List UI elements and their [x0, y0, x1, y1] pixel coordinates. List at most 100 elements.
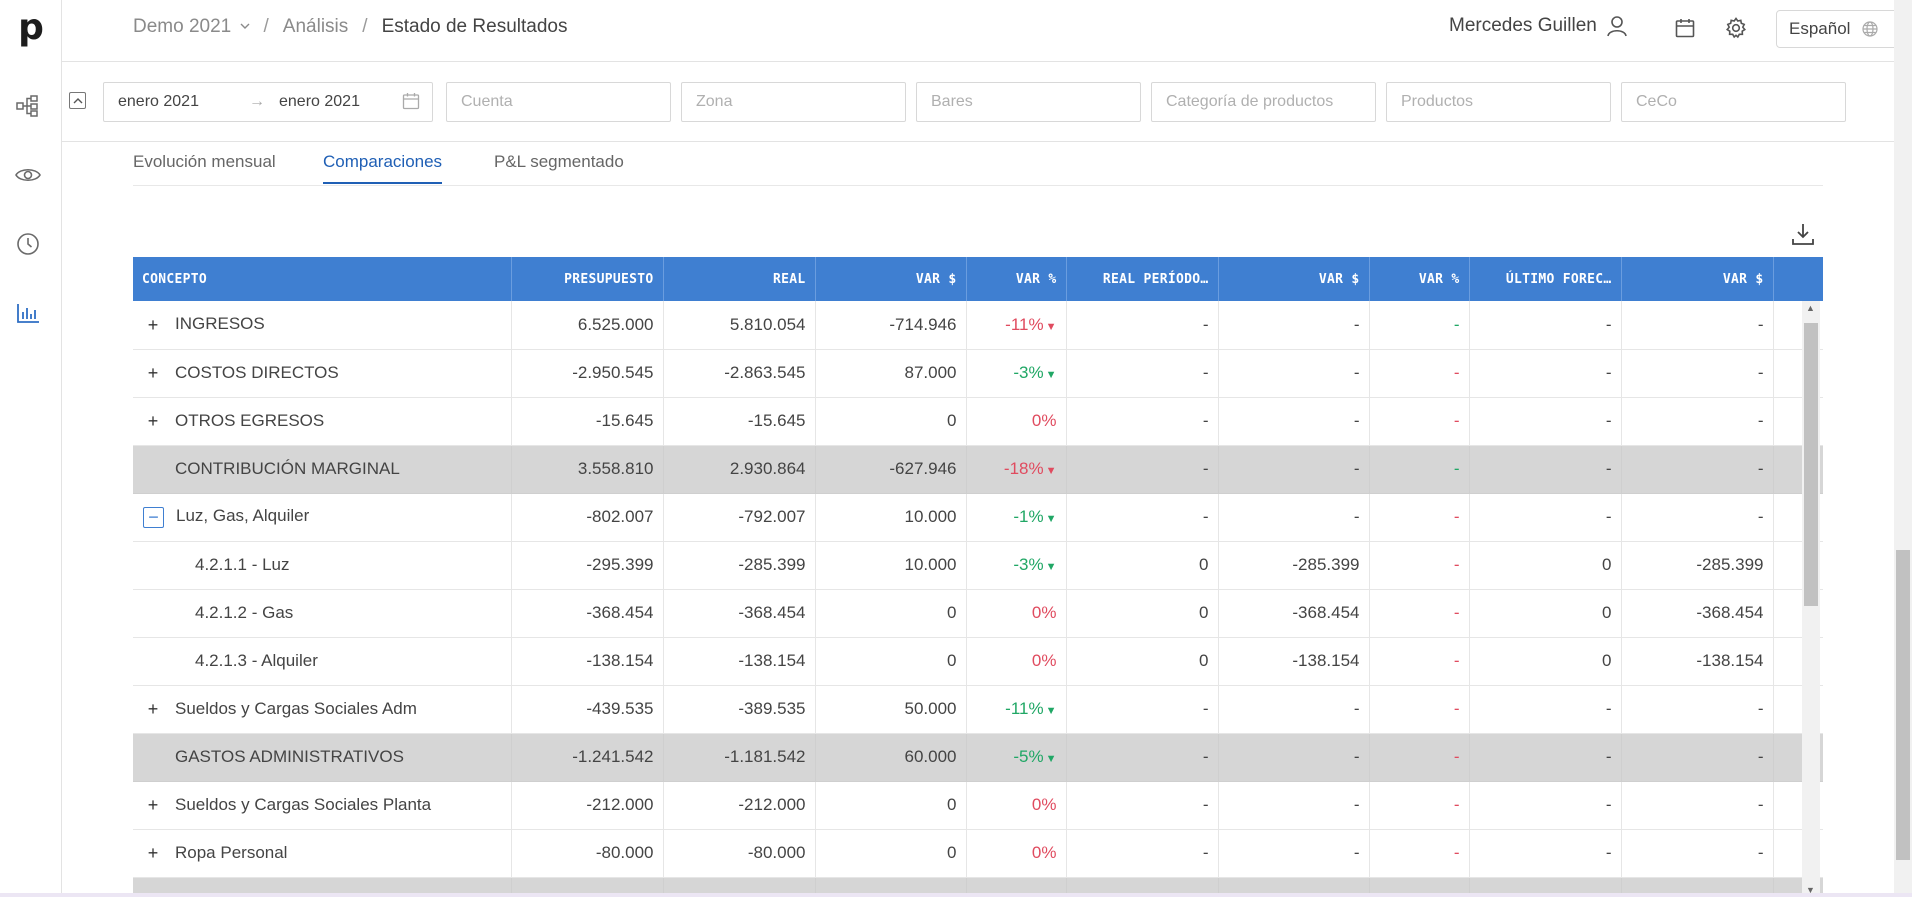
value-cell — [1369, 877, 1470, 897]
value-cell: - — [1066, 781, 1219, 830]
value-cell: - — [1369, 541, 1470, 590]
expand-row-icon[interactable]: + — [147, 794, 159, 815]
bar-chart-icon[interactable] — [14, 299, 42, 327]
variance-arrow-icon: ▼ — [1045, 513, 1057, 525]
column-header[interactable]: CONCEPTO — [133, 257, 512, 301]
collapse-row-icon[interactable]: − — [143, 506, 164, 528]
value-cell: -1% ▼ — [966, 493, 1067, 542]
column-header[interactable]: VAR $ — [1621, 257, 1774, 301]
value-cell: - — [1621, 397, 1774, 446]
hierarchy-icon[interactable] — [14, 92, 42, 120]
column-header[interactable]: PRESUPUESTO — [511, 257, 664, 301]
date-from[interactable]: enero 2021 — [118, 93, 199, 110]
zone-filter[interactable]: Zona — [681, 82, 906, 122]
app-logo[interactable]: p — [18, 7, 44, 48]
cell-value: -285.399 — [738, 555, 806, 574]
view-tabs: Evolución mensual Comparaciones P&L segm… — [133, 142, 1823, 186]
column-header[interactable]: V — [1773, 257, 1823, 301]
cell-value: -5% — [1013, 747, 1044, 766]
value-cell: 3.558.810 — [511, 445, 664, 494]
value-cell: 0% — [966, 589, 1067, 638]
results-table: CONCEPTO PRESUPUESTO REAL VAR $ VAR % REAL PE… — [133, 257, 1823, 897]
tab-monthly-evolution[interactable]: Evolución mensual — [133, 152, 276, 171]
cell-value: - — [1353, 507, 1360, 526]
value-cell — [663, 877, 816, 897]
column-header[interactable]: VAR $ — [815, 257, 967, 301]
chevron-down-icon[interactable] — [240, 23, 250, 30]
user-menu[interactable]: Mercedes Guillen — [1449, 15, 1627, 37]
gear-icon[interactable] — [1724, 16, 1748, 40]
value-cell: - — [1369, 829, 1470, 878]
cost-center-filter[interactable]: CeCo — [1621, 82, 1846, 122]
expand-row-icon[interactable]: + — [147, 698, 159, 719]
value-cell — [815, 877, 967, 897]
eye-icon[interactable] — [14, 161, 42, 189]
language-select[interactable]: Español — [1776, 10, 1900, 48]
expand-row-icon[interactable]: + — [147, 362, 159, 383]
table-vertical-scrollbar[interactable]: ▲ ▼ — [1802, 301, 1820, 897]
value-cell: -792.007 — [663, 493, 816, 542]
tab-comparisons[interactable]: Comparaciones — [323, 152, 443, 184]
collapse-filters-button[interactable] — [69, 92, 86, 109]
date-to[interactable]: enero 2021 — [279, 93, 360, 110]
concept-label: Sueldos y Cargas Sociales Planta — [175, 794, 432, 814]
products-filter[interactable]: Productos — [1386, 82, 1611, 122]
scroll-down-icon[interactable]: ▼ — [1806, 885, 1815, 895]
value-cell: -439.535 — [511, 685, 664, 734]
cell-value: - — [1453, 699, 1460, 718]
concept-cell: + Ropa Personal — [133, 829, 512, 878]
value-cell: -11% ▼ — [966, 685, 1067, 734]
cell-value: -368.454 — [738, 603, 806, 622]
cell-value: 0 — [947, 411, 957, 430]
cell-value: 10.000 — [904, 507, 957, 526]
cell-value: - — [1202, 459, 1209, 478]
value-cell: 0 — [1066, 637, 1219, 686]
expand-row-icon[interactable]: + — [147, 410, 159, 431]
cell-value: - — [1353, 363, 1360, 382]
column-header[interactable]: VAR % — [966, 257, 1067, 301]
cell-value: -285.399 — [1292, 555, 1360, 574]
date-range-picker[interactable]: enero 2021 → enero 2021 — [103, 82, 433, 122]
cell-value: - — [1202, 314, 1209, 334]
column-header[interactable]: REAL — [663, 257, 816, 301]
table-row: 4.2.1.2 - Gas -368.454 -368.454 0 0% 0 -368.45… — [133, 589, 1823, 638]
value-cell: - — [1469, 397, 1622, 446]
value-cell: -2.863.545 — [663, 349, 816, 398]
expand-row-icon[interactable]: + — [147, 842, 159, 863]
breadcrumb-separator: / — [362, 16, 368, 37]
column-header[interactable]: VAR % — [1369, 257, 1470, 301]
value-cell: 5.810.054 — [663, 301, 816, 350]
breadcrumb-analysis[interactable]: Análisis — [282, 16, 349, 37]
table-scroll-thumb[interactable] — [1804, 323, 1818, 606]
cell-value: - — [1757, 507, 1764, 526]
breadcrumb-project[interactable]: Demo 2021 — [133, 16, 250, 38]
scroll-up-icon[interactable]: ▲ — [1806, 303, 1815, 313]
cell-value: - — [1453, 843, 1460, 862]
value-cell: - — [1218, 445, 1370, 494]
value-cell: 0 — [815, 637, 967, 686]
expand-row-icon[interactable]: + — [147, 314, 159, 335]
column-header[interactable]: VAR $ — [1218, 257, 1370, 301]
page-vertical-scrollbar[interactable] — [1894, 0, 1912, 897]
value-cell: - — [1218, 493, 1370, 542]
page-scroll-thumb[interactable] — [1896, 550, 1910, 860]
cell-value: - — [1605, 747, 1612, 766]
clock-icon[interactable] — [14, 230, 42, 258]
product-category-filter[interactable]: Categoría de productos — [1151, 82, 1376, 122]
account-filter[interactable]: Cuenta — [446, 82, 671, 122]
column-header[interactable]: REAL PERÍODO… — [1066, 257, 1219, 301]
table-row: 4.2.1.1 - Luz -295.399 -285.399 10.000 -3% ▼ 0… — [133, 541, 1823, 590]
calendar-icon[interactable] — [1673, 16, 1697, 40]
cell-value: - — [1353, 843, 1360, 862]
cell-value: - — [1202, 363, 1209, 382]
cell-value: - — [1605, 843, 1612, 862]
value-cell — [1066, 877, 1219, 897]
column-header[interactable]: ÚLTIMO FOREC… — [1469, 257, 1622, 301]
download-icon[interactable] — [1790, 220, 1816, 248]
tab-segmented-pl[interactable]: P&L segmentado — [494, 152, 624, 171]
cell-value: - — [1453, 747, 1460, 766]
concept-label: 4.2.1.3 - Alquiler — [195, 651, 318, 670]
bars-filter[interactable]: Bares — [916, 82, 1141, 122]
value-cell: - — [1066, 301, 1219, 350]
concept-label: COSTOS DIRECTOS — [175, 362, 339, 382]
